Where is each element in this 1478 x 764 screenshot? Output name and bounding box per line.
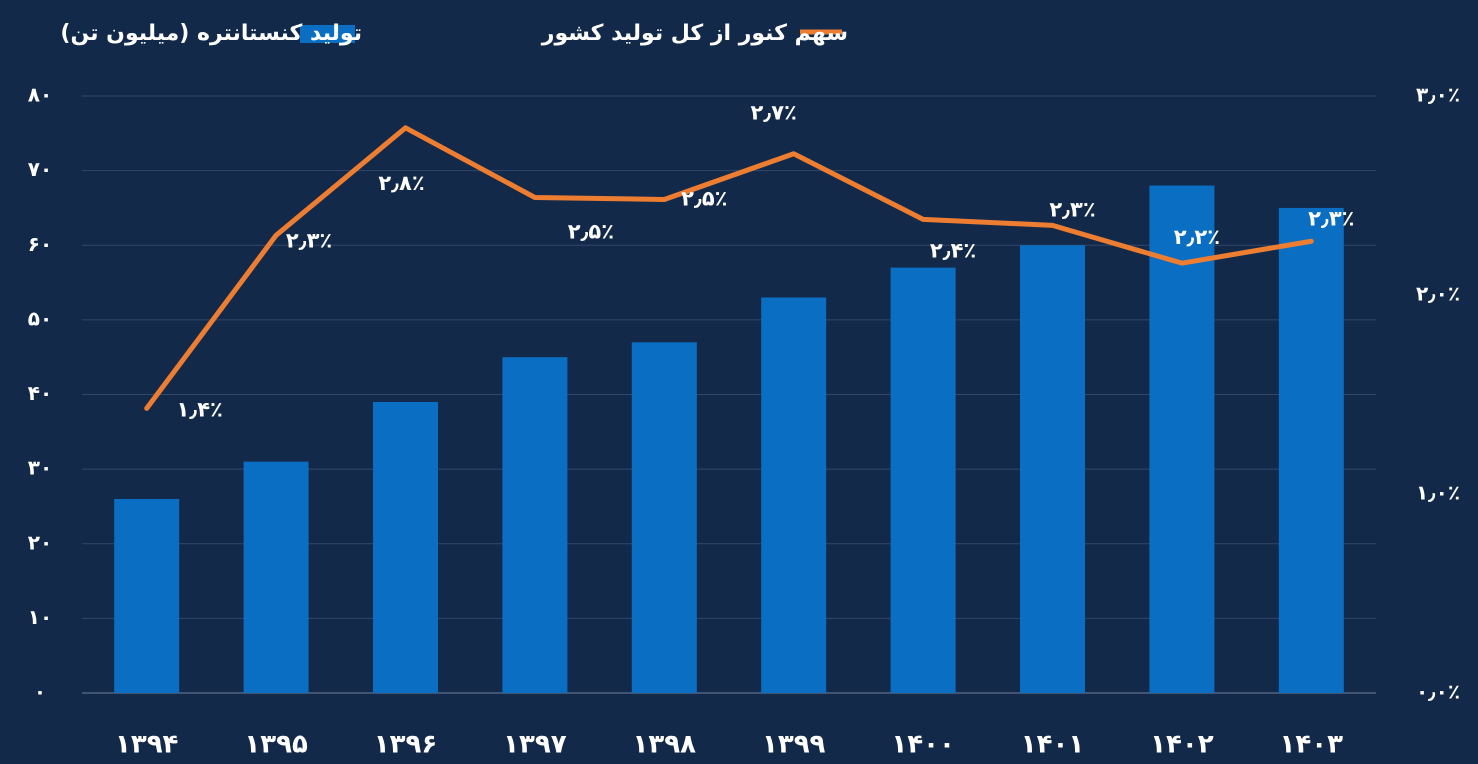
legend-label: سهم کنور از کل تولید کشور	[541, 21, 848, 46]
data-label: ۲٫۳٪	[1049, 197, 1095, 221]
data-label: ۲٫۴٪	[930, 238, 976, 262]
bar	[243, 461, 309, 693]
legend-swatch	[300, 25, 355, 43]
y-tick-label: ۶۰	[28, 232, 52, 256]
x-tick-label: ۱۳۹۵	[244, 730, 308, 760]
bar	[761, 297, 827, 693]
x-tick-label: ۱۳۹۹	[762, 730, 826, 760]
y2-tick-label: ۰٫۰٪	[1416, 680, 1460, 704]
x-tick-label: ۱۳۹۴	[115, 730, 178, 760]
data-label: ۲٫۳٪	[1308, 206, 1354, 230]
legend-label: تولید کنستانتره (میلیون تن)	[60, 21, 362, 46]
y-tick-label: ۱۰	[28, 605, 52, 629]
data-label: ۱٫۴٪	[177, 397, 223, 421]
bar	[631, 342, 697, 693]
x-tick-label: ۱۴۰۳	[1280, 730, 1344, 760]
data-label: ۲٫۵٪	[681, 186, 727, 210]
bar	[373, 401, 438, 693]
x-tick-label: ۱۳۹۸	[633, 730, 697, 760]
y-tick-label: ۸۰	[28, 83, 52, 107]
y2-tick-label: ۳٫۰٪	[1416, 83, 1460, 107]
y2-tick-label: ۲٫۰٪	[1416, 282, 1460, 306]
data-label: ۲٫۵٪	[568, 219, 614, 243]
bar	[502, 357, 568, 693]
bar	[890, 267, 956, 693]
y-tick-label: ۰	[34, 680, 46, 704]
y2-tick-label: ۱٫۰٪	[1416, 481, 1460, 505]
bar	[1020, 245, 1085, 693]
y-tick-label: ۷۰	[28, 157, 52, 181]
line	[144, 125, 1314, 411]
y-tick-label: ۵۰	[28, 306, 52, 330]
x-tick-label: ۱۳۹۷	[503, 730, 567, 760]
y-tick-label: ۴۰	[28, 381, 52, 405]
data-label: ۲٫۷٪	[751, 101, 797, 125]
bar	[1149, 185, 1215, 694]
y-tick-label: ۲۰	[28, 530, 52, 554]
data-label: ۲٫۸٪	[378, 171, 424, 195]
x-tick-label: ۱۴۰۲	[1150, 730, 1214, 760]
x-tick-label: ۱۴۰۰	[891, 730, 954, 760]
data-label: ۲٫۳٪	[286, 228, 332, 252]
bar	[114, 498, 180, 693]
x-tick-label: ۱۳۹۶	[374, 730, 437, 760]
data-label: ۲٫۲٪	[1174, 225, 1220, 249]
y-tick-label: ۳۰	[28, 456, 52, 480]
bar	[1278, 207, 1344, 693]
x-tick-label: ۱۴۰۱	[1021, 730, 1084, 760]
